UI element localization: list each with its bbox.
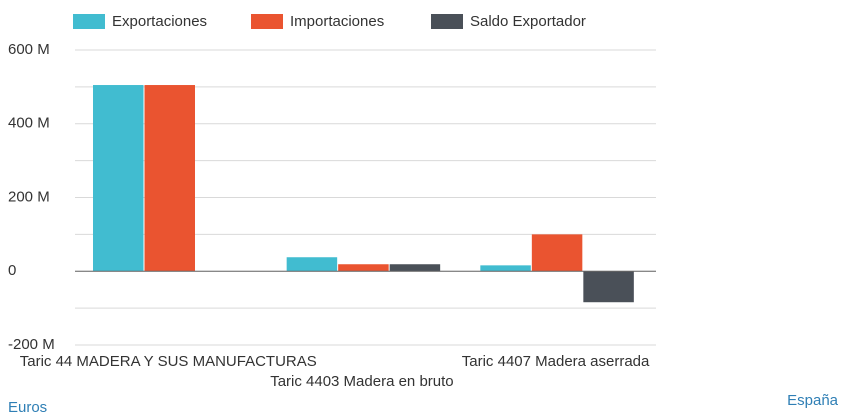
bar [144,85,195,272]
y-tick-label: -200 M [8,336,55,353]
x-tick-label: Taric 44 MADERA Y SUS MANUFACTURAS [20,353,317,370]
y-tick-label: 600 M [8,41,50,58]
unit-note: Euros [8,399,47,416]
bar [286,257,338,272]
bar [583,271,634,303]
legend-label: Importaciones [290,13,384,30]
legend-label: Exportaciones [112,13,207,30]
bar [389,264,441,272]
bar [93,85,144,272]
legend-label: Saldo Exportador [470,13,586,30]
bar [338,264,389,272]
legend-swatch [431,14,463,29]
y-tick-label: 0 [8,262,16,279]
source-note: España [787,392,839,409]
bar [531,234,583,272]
y-tick-label: 200 M [8,188,50,205]
x-tick-label: Taric 4403 Madera en bruto [270,373,453,390]
y-tick-label: 400 M [8,115,50,132]
bar [480,265,531,272]
legend-swatch [251,14,283,29]
x-tick-label: Taric 4407 Madera aserrada [462,353,650,370]
legend-swatch [73,14,105,29]
